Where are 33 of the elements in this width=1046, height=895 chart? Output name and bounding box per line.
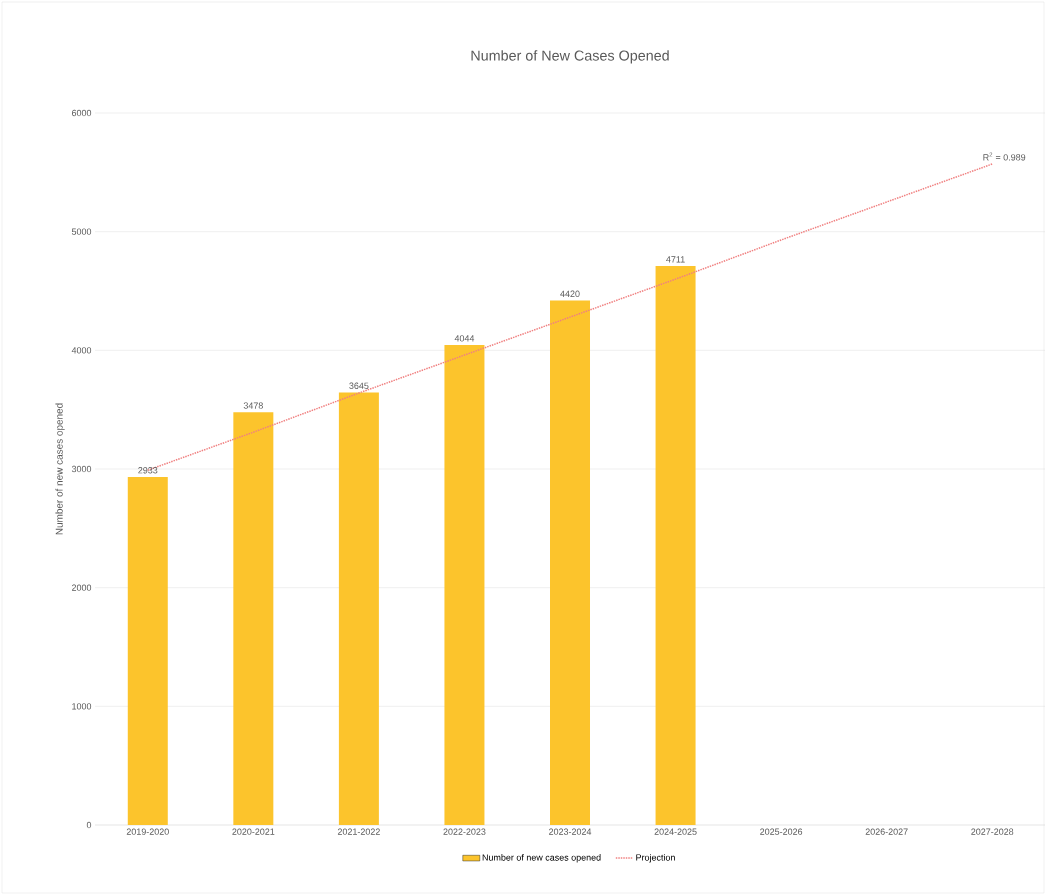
data-label: 2933 — [138, 467, 158, 474]
annotation: R$^{2}$ = 0.989 — [983, 152, 1026, 161]
data-label: 4711 — [666, 256, 685, 263]
x-tick-label: 2020-2021 — [232, 828, 275, 835]
y-tick-label: 2000 — [71, 584, 92, 591]
bar — [338, 392, 379, 825]
x-tick-label: 2024-2025 — [654, 828, 697, 835]
data-label: 3478 — [243, 402, 263, 409]
data-label: 3645 — [349, 382, 369, 389]
y-axis-title: Number of new cases opened — [55, 403, 65, 535]
bar — [550, 300, 590, 825]
y-tick-label: 6000 — [71, 109, 92, 117]
bar — [655, 265, 696, 825]
x-tick-label: 2019-2020 — [126, 828, 169, 835]
y-tick-label: 1000 — [72, 703, 92, 710]
chart-title: Number of New Cases Opened — [471, 50, 669, 64]
y-tick-label: 3000 — [71, 465, 92, 473]
x-tick-label: 2022-2023 — [443, 828, 486, 835]
data-label: 4420 — [560, 290, 580, 297]
x-tick-label: 2026-2027 — [865, 828, 908, 835]
legend-label: Number of new cases opened — [482, 854, 601, 863]
y-tick-label: 5000 — [71, 228, 92, 235]
legend-label: Projection — [636, 854, 675, 863]
bar — [233, 412, 274, 825]
data-label: 4044 — [454, 335, 475, 342]
bar — [127, 476, 168, 825]
y-tick-label: 4000 — [71, 347, 92, 354]
y-tick-label: 0 — [86, 821, 92, 829]
x-tick-label: 2021-2022 — [337, 828, 380, 835]
x-tick-label: 2023-2024 — [549, 828, 592, 835]
bar — [444, 345, 485, 825]
x-tick-label: 2027-2028 — [971, 828, 1014, 835]
x-tick-label: 2025-2026 — [760, 828, 803, 835]
